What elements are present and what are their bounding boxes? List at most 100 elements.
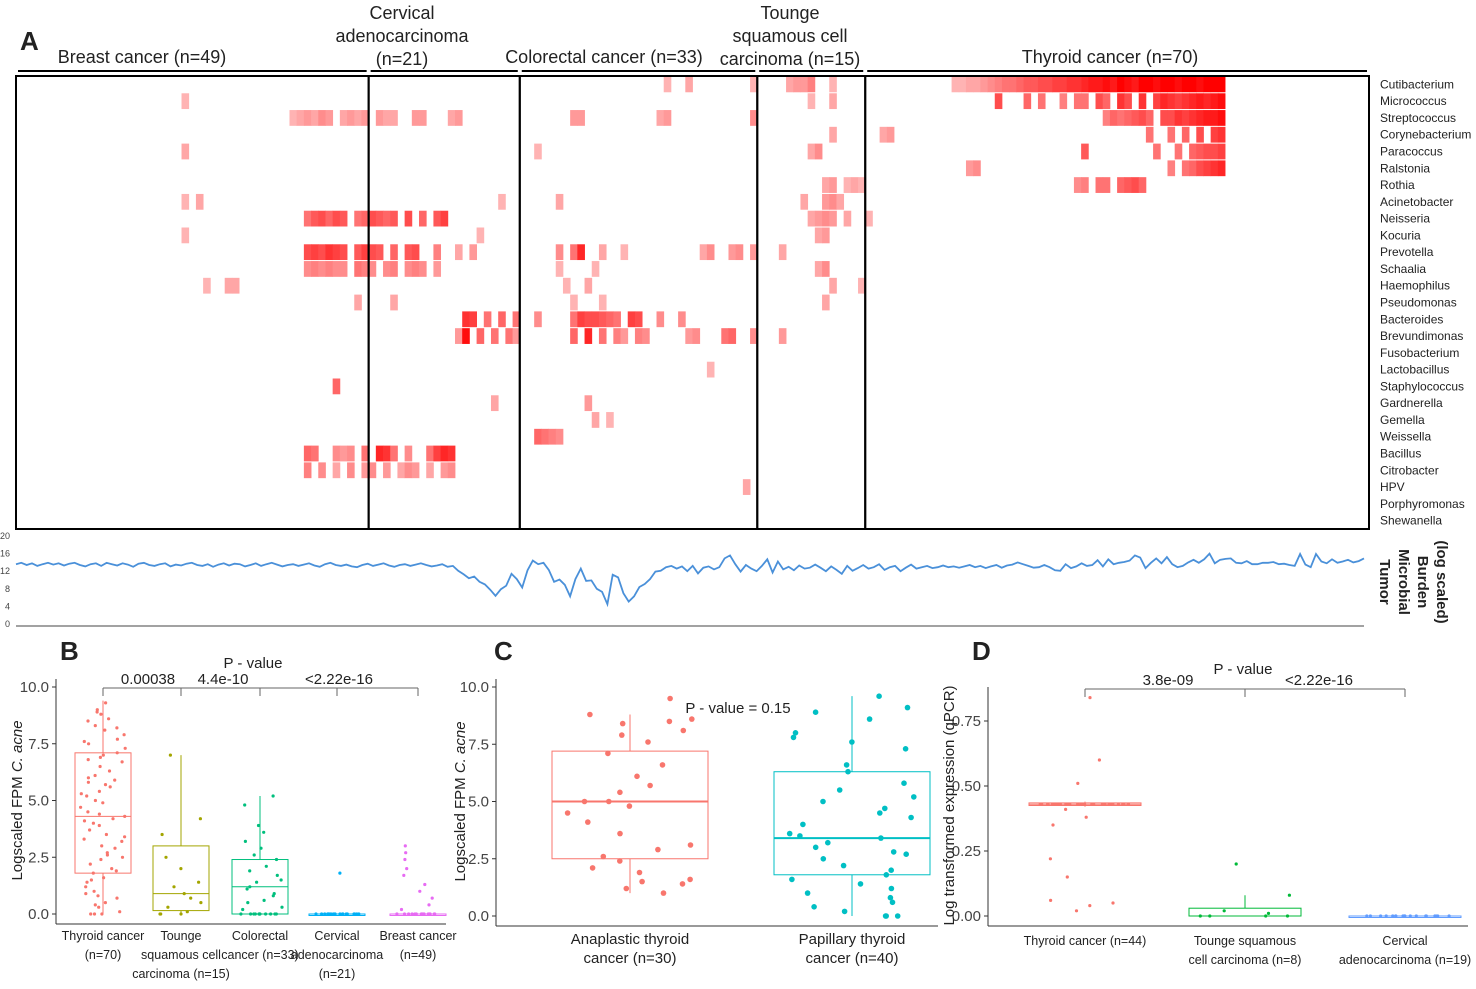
heatmap-cell — [1217, 143, 1226, 160]
heatmap-cell — [584, 277, 593, 294]
row-label: Brevundimonas — [1380, 329, 1463, 343]
heatmap-cell — [311, 244, 319, 261]
data-point — [279, 878, 283, 882]
heatmap-cell — [433, 261, 442, 277]
data-point — [433, 912, 437, 916]
heatmap-cell — [1131, 110, 1140, 126]
data-point — [605, 750, 611, 757]
x-tick-label: adenocarcinoma — [291, 948, 383, 962]
heatmap-cell — [512, 311, 521, 328]
data-point — [103, 901, 107, 905]
heatmap-cell — [879, 126, 888, 143]
data-point — [252, 853, 256, 857]
heatmap-cell — [584, 311, 593, 328]
heatmap-cell — [1037, 76, 1046, 93]
data-point — [403, 857, 407, 862]
data-point — [430, 896, 434, 900]
data-point — [399, 907, 404, 912]
heatmap-cell — [404, 210, 413, 227]
heatmap-cell — [347, 462, 355, 479]
x-tick-label: Anaplastic thyroid — [571, 931, 689, 948]
heatmap-cell — [332, 378, 341, 395]
data-point — [888, 867, 894, 873]
data-point — [345, 912, 349, 916]
heatmap-cell — [404, 244, 413, 261]
data-point — [1208, 914, 1212, 918]
data-point — [115, 896, 119, 900]
heatmap-cell — [1138, 76, 1147, 93]
data-point — [647, 782, 653, 789]
heatmap-cell — [620, 328, 629, 344]
data-point — [1266, 911, 1271, 916]
heatmap-cell — [490, 328, 499, 344]
heatmap-cell — [1203, 110, 1212, 126]
heatmap-cell — [1196, 143, 1204, 160]
data-point — [908, 814, 914, 821]
data-point — [1074, 909, 1079, 913]
heatmap-cell — [490, 395, 499, 412]
data-point — [1088, 696, 1092, 700]
data-point — [811, 904, 817, 910]
data-point — [273, 912, 277, 916]
heatmap-cell — [706, 244, 715, 261]
heatmap-cell — [1160, 93, 1168, 110]
data-point — [101, 801, 105, 805]
row-label: HPV — [1380, 480, 1405, 494]
heatmap-cell — [829, 126, 837, 143]
heatmap-cell — [1117, 93, 1125, 110]
data-point — [1103, 802, 1107, 806]
heatmap-cell — [339, 261, 348, 277]
data-point — [113, 778, 117, 782]
heatmap-cell — [311, 261, 319, 277]
heatmap-cell — [1124, 177, 1132, 193]
data-point — [1111, 901, 1115, 905]
heatmap-cell — [822, 294, 830, 311]
data-point — [901, 780, 907, 786]
data-point — [85, 880, 89, 884]
heatmap-cell — [318, 261, 326, 277]
data-point — [338, 871, 342, 875]
y-axis-label-italic: C. acne — [452, 721, 469, 773]
heatmap-cell — [750, 244, 758, 261]
heatmap-cell — [332, 462, 341, 479]
data-point — [427, 912, 432, 916]
heatmap-cell — [462, 311, 470, 328]
heatmap-cell — [1203, 160, 1212, 177]
data-point — [636, 869, 643, 876]
data-point — [1434, 914, 1438, 918]
x-tick-label: Breast cancer — [379, 929, 456, 943]
heatmap-cell — [332, 244, 341, 261]
heatmap-cell — [750, 328, 758, 344]
data-point — [89, 878, 93, 882]
row-label: Corynebacterium — [1380, 128, 1471, 142]
data-point — [84, 892, 88, 896]
data-point — [92, 889, 96, 893]
heatmap-cell — [1052, 76, 1060, 93]
data-point — [1076, 802, 1080, 806]
data-point — [587, 711, 593, 718]
data-point — [1391, 914, 1395, 918]
data-point — [97, 823, 101, 828]
heatmap-cell — [469, 311, 477, 328]
heatmap-cell — [311, 210, 319, 227]
burden-ytick: 4 — [5, 601, 10, 611]
data-point — [1065, 875, 1069, 879]
data-point — [120, 839, 124, 844]
data-point — [275, 873, 279, 878]
data-point — [86, 780, 90, 784]
burden-ytick: 20 — [0, 531, 10, 541]
heatmap-cell — [375, 210, 384, 227]
heatmap-cell — [311, 445, 319, 462]
x-tick-label: cancer (n=40) — [806, 950, 899, 967]
data-point — [404, 851, 408, 855]
heatmap-cell — [1138, 177, 1147, 193]
row-label: Fusobacterium — [1380, 346, 1459, 360]
heatmap-cell — [822, 227, 830, 244]
heatmap-cell — [1181, 126, 1190, 143]
data-point — [890, 849, 897, 855]
data-point — [87, 742, 91, 746]
heatmap-cell — [181, 93, 190, 110]
heatmap-cell — [318, 244, 326, 261]
data-point — [93, 724, 97, 728]
heatmap-cell — [1196, 93, 1204, 110]
